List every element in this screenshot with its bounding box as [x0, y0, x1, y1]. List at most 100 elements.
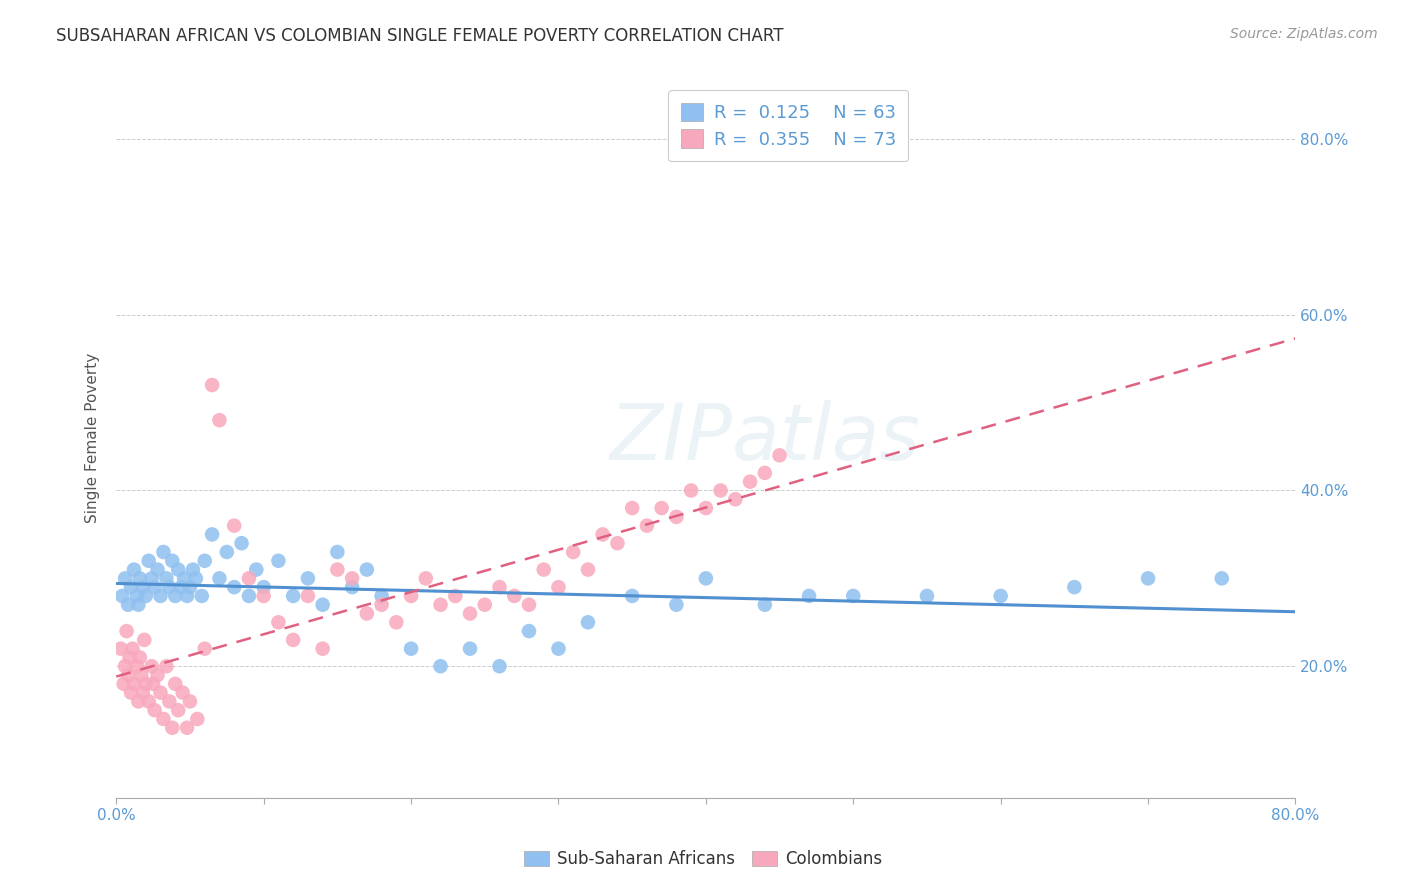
- Point: [238, 589, 260, 603]
- Point: [281, 632, 304, 647]
- Point: [184, 571, 207, 585]
- Point: [122, 677, 145, 691]
- Point: [370, 589, 392, 603]
- Point: [458, 641, 481, 656]
- Point: [231, 536, 253, 550]
- Point: [201, 378, 224, 392]
- Point: [179, 694, 201, 708]
- Point: [1137, 571, 1160, 585]
- Point: [311, 598, 333, 612]
- Point: [399, 641, 422, 656]
- Point: [651, 501, 673, 516]
- Point: [444, 589, 467, 603]
- Point: [170, 580, 193, 594]
- Point: [621, 501, 644, 516]
- Point: [267, 615, 290, 630]
- Point: [340, 571, 363, 585]
- Point: [370, 598, 392, 612]
- Point: [165, 589, 187, 603]
- Point: [340, 580, 363, 594]
- Point: [636, 518, 658, 533]
- Legend: Sub-Saharan Africans, Colombians: Sub-Saharan Africans, Colombians: [517, 844, 889, 875]
- Point: [281, 589, 304, 603]
- Point: [695, 501, 717, 516]
- Point: [681, 483, 703, 498]
- Point: [576, 615, 599, 630]
- Point: [162, 554, 184, 568]
- Point: [142, 677, 165, 691]
- Point: [224, 518, 246, 533]
- Point: [127, 694, 149, 708]
- Y-axis label: Single Female Poverty: Single Female Poverty: [86, 352, 100, 523]
- Point: [141, 571, 163, 585]
- Point: [356, 607, 378, 621]
- Point: [191, 589, 214, 603]
- Point: [117, 598, 139, 612]
- Point: [172, 685, 194, 699]
- Point: [695, 571, 717, 585]
- Point: [157, 694, 180, 708]
- Point: [118, 650, 141, 665]
- Point: [121, 641, 143, 656]
- Point: [562, 545, 585, 559]
- Point: [146, 668, 169, 682]
- Point: [547, 580, 569, 594]
- Point: [131, 668, 153, 682]
- Point: [135, 677, 157, 691]
- Point: [111, 589, 134, 603]
- Point: [173, 571, 195, 585]
- Point: [224, 580, 246, 594]
- Point: [429, 598, 451, 612]
- Legend: R =  0.125    N = 63, R =  0.355    N = 73: R = 0.125 N = 63, R = 0.355 N = 73: [668, 90, 908, 161]
- Point: [135, 589, 157, 603]
- Point: [754, 466, 776, 480]
- Point: [517, 598, 540, 612]
- Point: [503, 589, 526, 603]
- Point: [326, 563, 349, 577]
- Point: [385, 615, 408, 630]
- Point: [176, 589, 198, 603]
- Point: [1063, 580, 1085, 594]
- Point: [138, 554, 160, 568]
- Point: [138, 694, 160, 708]
- Point: [120, 580, 142, 594]
- Point: [797, 589, 820, 603]
- Point: [128, 571, 150, 585]
- Point: [117, 668, 139, 682]
- Point: [533, 563, 555, 577]
- Point: [157, 580, 180, 594]
- Point: [738, 475, 761, 489]
- Point: [215, 545, 238, 559]
- Point: [1211, 571, 1233, 585]
- Point: [458, 607, 481, 621]
- Point: [176, 721, 198, 735]
- Point: [326, 545, 349, 559]
- Point: [488, 580, 510, 594]
- Point: [474, 598, 496, 612]
- Point: [155, 659, 177, 673]
- Point: [208, 571, 231, 585]
- Point: [179, 580, 201, 594]
- Point: [267, 554, 290, 568]
- Point: [488, 659, 510, 673]
- Point: [990, 589, 1012, 603]
- Point: [125, 659, 148, 673]
- Point: [311, 641, 333, 656]
- Point: [167, 703, 190, 717]
- Point: [915, 589, 938, 603]
- Point: [127, 598, 149, 612]
- Point: [110, 641, 132, 656]
- Point: [132, 580, 155, 594]
- Point: [115, 624, 138, 638]
- Point: [710, 483, 733, 498]
- Point: [297, 589, 319, 603]
- Text: Source: ZipAtlas.com: Source: ZipAtlas.com: [1230, 27, 1378, 41]
- Point: [167, 563, 190, 577]
- Point: [165, 677, 187, 691]
- Point: [621, 589, 644, 603]
- Point: [122, 563, 145, 577]
- Point: [592, 527, 614, 541]
- Point: [547, 641, 569, 656]
- Point: [724, 492, 747, 507]
- Point: [162, 721, 184, 735]
